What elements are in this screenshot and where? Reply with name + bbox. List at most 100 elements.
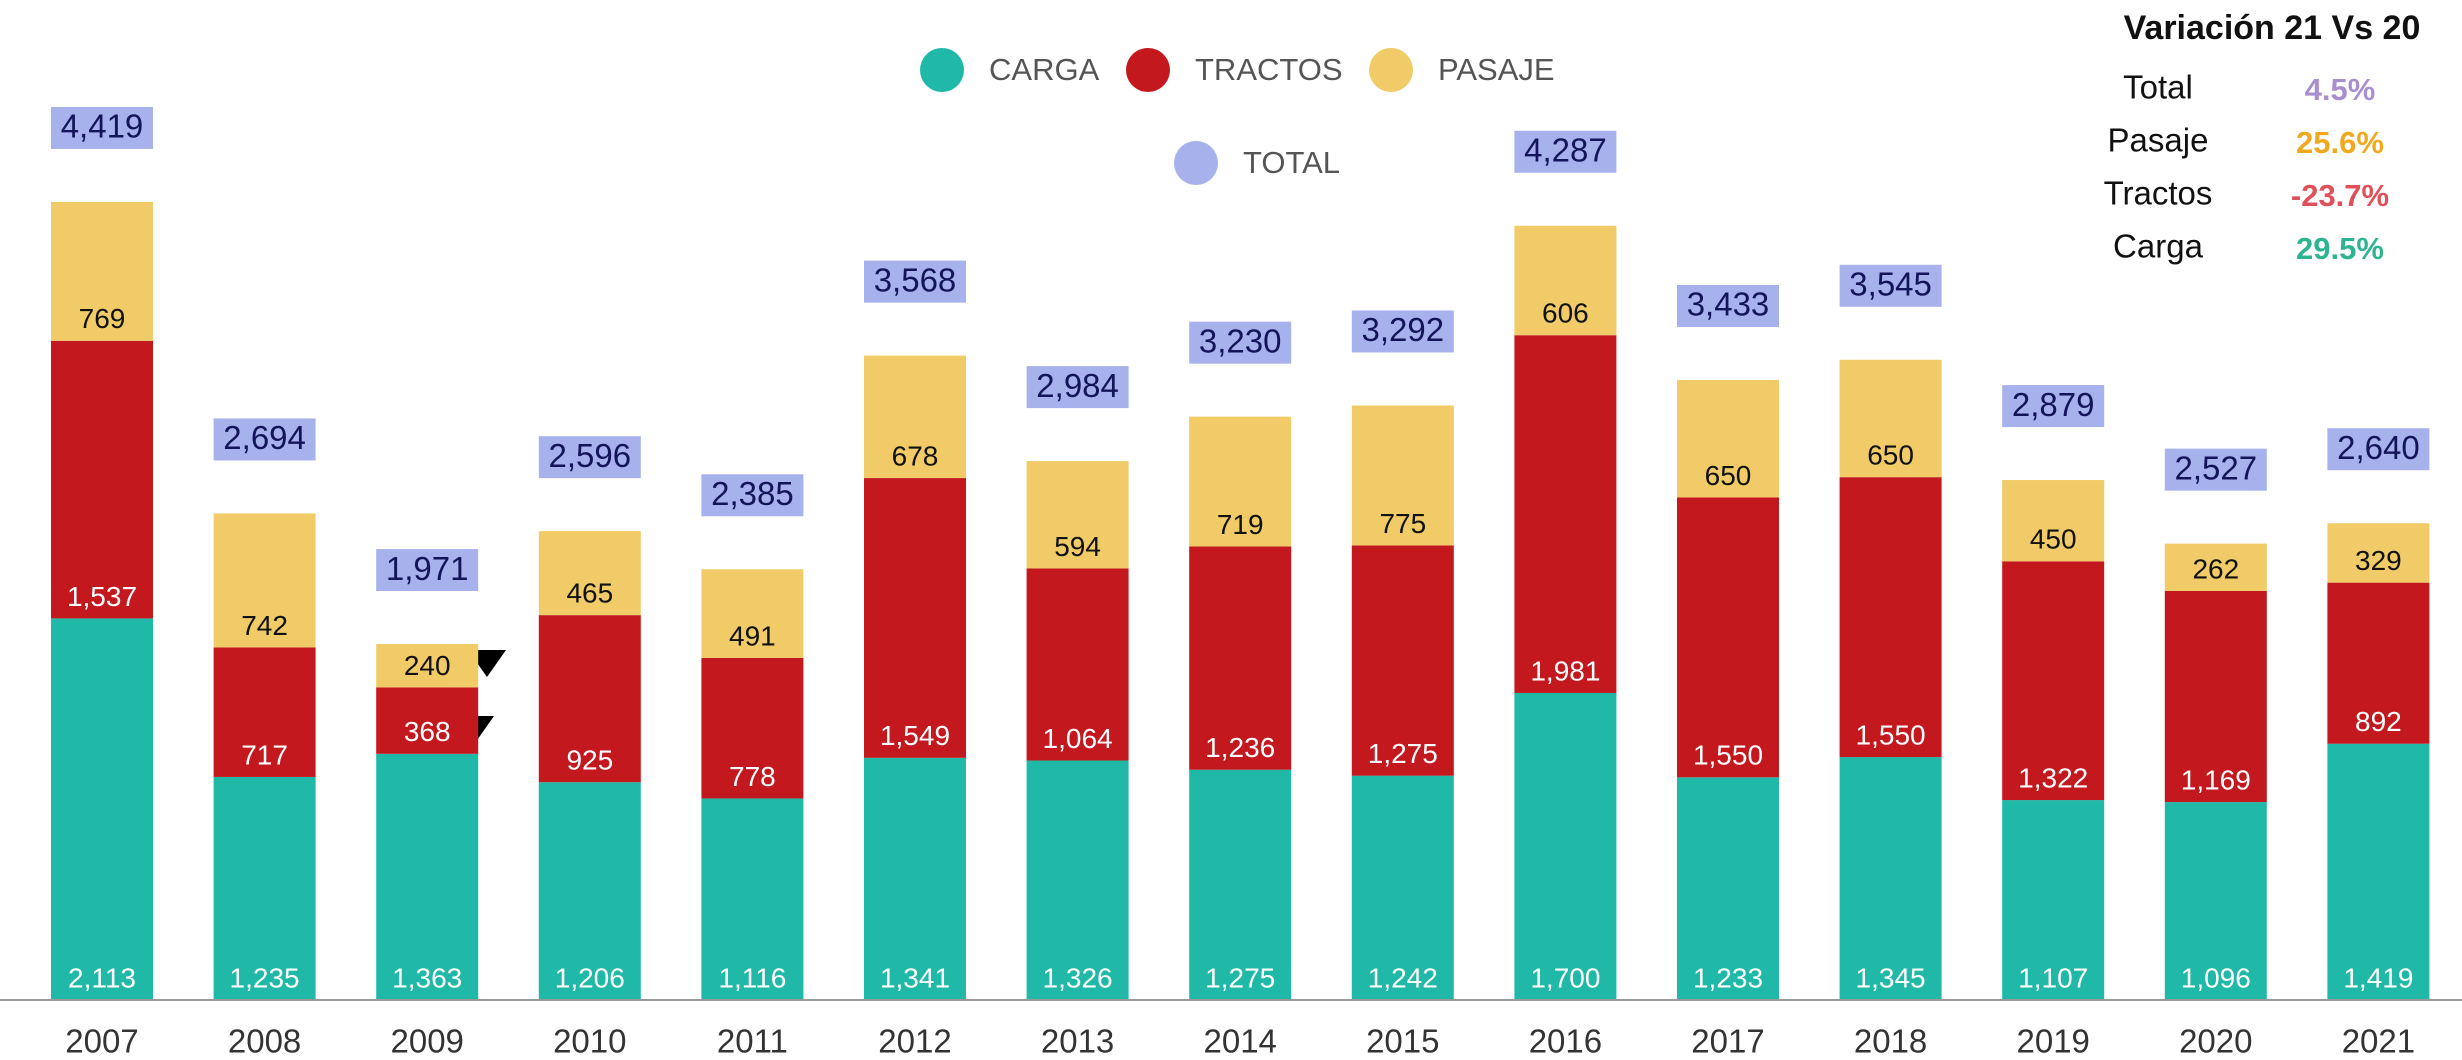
bar-segment: [213, 647, 316, 777]
data-label: 1,235: [230, 962, 300, 993]
x-tick-label: 2018: [1854, 1023, 1927, 1060]
legend-marker: [920, 48, 964, 92]
x-tick-label: 2013: [1041, 1023, 1114, 1060]
variation-value: 29.5%: [2296, 231, 2384, 266]
total-box: [1514, 130, 1617, 173]
total-box: [2164, 448, 2267, 491]
data-label: 465: [566, 578, 613, 609]
total-label: 2,984: [1036, 367, 1119, 404]
x-tick-label: 2008: [228, 1023, 301, 1060]
data-label: 1,116: [718, 962, 786, 993]
x-tick-label: 2017: [1691, 1023, 1764, 1060]
variation-label: Tractos: [2104, 175, 2213, 212]
total-label: 4,419: [61, 108, 144, 145]
bar-segment: [2002, 561, 2105, 801]
bar-segment: [864, 757, 966, 1000]
bar-segment: [1189, 546, 1292, 770]
data-label: 1,700: [1530, 962, 1600, 993]
total-box: [864, 260, 966, 303]
total-label: 2,385: [711, 475, 794, 512]
data-label: 1,419: [2343, 962, 2413, 993]
legend-label: TOTAL: [1243, 145, 1340, 180]
bar-segment: [538, 531, 641, 616]
total-box: [213, 418, 316, 461]
total-label: 3,433: [1687, 286, 1770, 323]
data-label: 594: [1054, 531, 1101, 562]
total-box: [1677, 285, 1779, 328]
bar-segment: [2327, 523, 2430, 583]
bar-segment: [51, 618, 153, 1000]
data-label: 1,206: [555, 962, 625, 993]
bar-segment: [1351, 405, 1454, 546]
bar-segment: [538, 615, 641, 783]
data-label: 262: [2192, 553, 2239, 584]
legend-label: PASAJE: [1438, 52, 1555, 87]
data-label: 717: [241, 739, 288, 770]
bar-segment: [1189, 769, 1292, 1000]
bar-segment: [864, 355, 966, 479]
data-label: 329: [2355, 545, 2402, 576]
data-label: 1,326: [1043, 962, 1113, 993]
data-label: 1,064: [1043, 723, 1113, 754]
bar-segment: [1026, 461, 1129, 569]
bar-segment: [376, 687, 479, 754]
data-label: 606: [1542, 298, 1589, 329]
data-label: 769: [79, 303, 126, 334]
x-tick-label: 2007: [65, 1023, 138, 1060]
bar-segment: [1189, 416, 1292, 547]
total-box: [51, 106, 153, 149]
data-label: 719: [1217, 509, 1264, 540]
x-tick-label: 2012: [878, 1023, 951, 1060]
bar-segment: [2164, 802, 2267, 1000]
bar-segment: [1677, 777, 1779, 1000]
bar-segment: [1514, 225, 1617, 336]
data-label: 775: [1379, 508, 1426, 539]
bar-segment: [1026, 568, 1129, 761]
data-label: 2,113: [68, 962, 136, 993]
data-label: 1,981: [1530, 655, 1600, 686]
bar-segment: [2002, 800, 2105, 1000]
total-label: 2,527: [2175, 449, 2258, 486]
x-tick-label: 2016: [1529, 1023, 1602, 1060]
data-label: 778: [729, 761, 776, 792]
total-box: [1839, 264, 1942, 307]
bar-segment: [1677, 497, 1779, 778]
total-box: [376, 549, 479, 592]
bar-segment: [1839, 477, 1942, 758]
bar-segment: [1839, 359, 1942, 478]
data-label: 1,550: [1693, 740, 1763, 771]
total-label: 2,694: [223, 419, 306, 456]
total-label: 1,971: [386, 550, 469, 587]
variation-label: Pasaje: [2108, 122, 2209, 159]
data-label: 1,322: [2018, 762, 2088, 793]
data-label: 1,345: [1856, 962, 1926, 993]
data-label: 650: [1705, 460, 1752, 491]
bar-segment: [701, 657, 804, 799]
total-label: 2,640: [2337, 429, 2420, 466]
bar-segment: [213, 513, 316, 648]
total-label: 3,292: [1362, 311, 1445, 348]
total-label: 2,596: [549, 437, 632, 474]
bar-segment: [1351, 545, 1454, 776]
bar-segment: [376, 753, 479, 1000]
bar-segment: [1514, 335, 1617, 693]
variation-value: 4.5%: [2305, 72, 2376, 107]
data-label: 1,550: [1856, 719, 1926, 750]
bar-segment: [376, 644, 479, 688]
variation-label: Total: [2123, 69, 2193, 106]
total-label: 3,568: [874, 261, 957, 298]
total-box: [538, 436, 641, 479]
data-label: 650: [1867, 440, 1914, 471]
bar-segment: [2164, 543, 2267, 591]
bar-segment: [1351, 775, 1454, 1000]
variation-label: Carga: [2113, 228, 2204, 265]
total-box: [701, 474, 804, 517]
bar-segment: [864, 478, 966, 758]
bar-segment: [2164, 590, 2267, 803]
data-label: 1,275: [1368, 738, 1438, 769]
x-tick-label: 2015: [1366, 1023, 1439, 1060]
bar-segment: [51, 340, 153, 619]
x-tick-label: 2021: [2342, 1023, 2415, 1060]
data-label: 742: [241, 610, 288, 641]
